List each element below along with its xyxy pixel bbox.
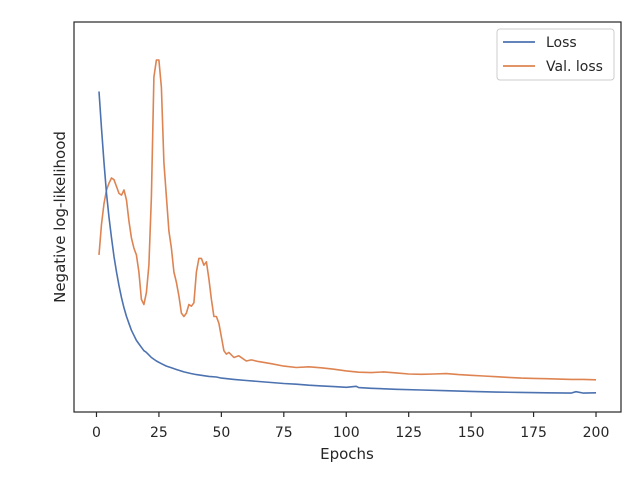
series-line-val-loss xyxy=(98,59,597,381)
x-axis-ticks: 0 25 50 75 100 125 150 175 200 xyxy=(92,412,609,441)
x-tick-label: 50 xyxy=(212,425,230,441)
x-tick-label: 125 xyxy=(395,425,422,441)
x-tick-label: 175 xyxy=(520,425,547,441)
series-line-loss xyxy=(98,91,597,394)
x-tick-label: 75 xyxy=(275,425,293,441)
legend: Loss Val. loss xyxy=(496,28,615,81)
y-axis-label: Negative log-likelihood xyxy=(51,131,69,303)
x-tick-label: 200 xyxy=(583,425,610,441)
series-layer xyxy=(98,59,597,394)
x-tick-label: 25 xyxy=(150,425,168,441)
x-tick-label: 150 xyxy=(458,425,485,441)
x-tick-label: 100 xyxy=(333,425,360,441)
plot-frame xyxy=(73,21,622,413)
legend-label: Loss xyxy=(546,35,577,51)
legend-label: Val. loss xyxy=(546,59,603,75)
x-tick-label: 0 xyxy=(92,425,101,441)
x-axis-label: Epochs xyxy=(320,445,374,463)
